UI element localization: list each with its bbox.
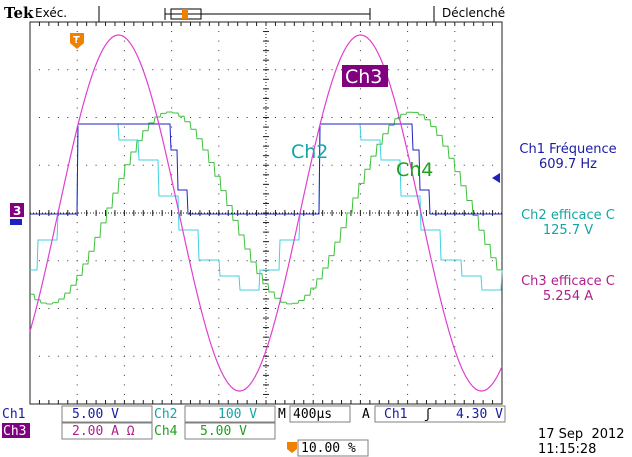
measurement-ch2-rms: Ch2 efficace C 125.7 V	[504, 208, 632, 238]
measurement-ch3-rms: Ch3 efficace C 5.254 A	[504, 274, 632, 304]
ch1-scale-label: Ch1	[2, 407, 25, 422]
ch3-ground-marker[interactable]: 3	[10, 203, 24, 225]
ch4-waveform	[30, 111, 502, 305]
ch4-scale-label: Ch4	[154, 424, 178, 439]
ch3-waveform-label: Ch3	[342, 65, 388, 88]
measurement-label: Ch3 efficace C	[521, 274, 615, 289]
measurement-value: 125.7 V	[542, 223, 594, 238]
measurement-ch1-frequency: Ch1 Fréquence 609.7 Hz	[504, 142, 632, 172]
acquisition-state: Exéc.	[35, 6, 67, 20]
measurement-label: Ch2 efficace C	[521, 208, 615, 223]
trigger-slope-icon[interactable]: ʃ	[424, 407, 432, 422]
ch4-waveform-label: Ch4	[396, 159, 433, 181]
trigger-level[interactable]: 4.30 V	[456, 407, 503, 422]
measurement-label: Ch1 Fréquence	[519, 142, 617, 157]
graticule	[29, 21, 503, 405]
trigger-position-icon	[287, 442, 297, 453]
ch1-waveform	[30, 123, 502, 215]
ch2-scale-value[interactable]: 100 V	[218, 407, 257, 422]
ch3-waveform-label-text: Ch3	[345, 66, 382, 88]
ch3-ground-marker-label: 3	[13, 204, 21, 218]
trigger-marker-letter: T	[73, 35, 80, 46]
ch1-ground-marker-icon	[10, 219, 22, 225]
trigger-mode: A	[362, 407, 370, 422]
record-trigger-marker-icon	[182, 9, 188, 19]
ch2-waveform-label: Ch2	[291, 141, 328, 163]
trigger-status: Déclenché	[442, 6, 505, 20]
ch3-scale-value[interactable]: 2.00 A Ω	[72, 424, 135, 439]
brand-logo: Tek	[4, 4, 34, 22]
ch1-scale-value[interactable]: 5.00 V	[72, 407, 119, 422]
timebase-label: M	[278, 407, 286, 422]
measurement-value: 609.7 Hz	[539, 157, 597, 172]
ch4-scale-value[interactable]: 5.00 V	[200, 424, 247, 439]
ch2-scale-label: Ch2	[154, 407, 177, 422]
measurement-value: 5.254 A	[542, 289, 594, 304]
date-display: 17 Sep 2012	[538, 427, 625, 442]
record-position-bar[interactable]	[164, 8, 371, 20]
ch3-scale-label: Ch3	[3, 424, 26, 439]
ch3-waveform	[29, 34, 503, 392]
status-bar: Ch1 5.00 V Ch2 100 V M 400µs A Ch1 ʃ 4.3…	[2, 405, 625, 457]
trigger-source[interactable]: Ch1	[384, 407, 407, 422]
trigger-level-arrow-icon[interactable]	[492, 173, 500, 183]
time-display: 11:15:28	[538, 442, 596, 457]
trigger-position-value[interactable]: 10.00 %	[301, 441, 356, 456]
timebase-value[interactable]: 400µs	[293, 407, 332, 422]
